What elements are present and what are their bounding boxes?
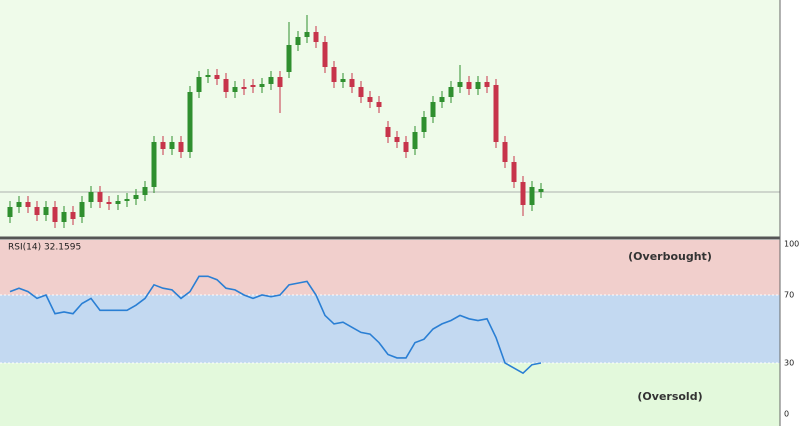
candle-body [322,42,328,67]
rsi-title: RSI(14) 32.1595 [8,243,81,253]
candle-body [16,202,22,207]
oversold-label: (Oversold) [637,390,702,403]
candle-body [223,79,229,92]
y-tick-label: 100 [784,240,799,249]
candle-body [340,79,346,82]
rsi-line [9,275,542,375]
candle-body [43,207,49,215]
candle-body [124,199,130,201]
candle-body [457,82,463,87]
candle-body [277,77,283,87]
candle-body [349,79,355,87]
candle-body [187,92,193,152]
candle-body [97,192,103,202]
candle-body [403,142,409,152]
y-tick-label: 0 [784,410,789,419]
overbought-label: (Overbought) [628,250,712,263]
candle-body [484,82,490,87]
candle-body [151,142,157,187]
candle-body [241,87,247,89]
candle-body [133,195,139,199]
candle-body [61,212,67,222]
candle-body [538,189,544,192]
candle-body [331,67,337,82]
candle-body [430,102,436,117]
plot-background [0,0,780,237]
candle-body [376,102,382,107]
candle-body [385,127,391,137]
rsi-panel: 0 30 70 100 [0,240,799,426]
candle-body [511,162,517,182]
candle-body [475,82,481,89]
candle-body [466,82,472,89]
candle-body [520,182,526,205]
candle-body [493,85,499,142]
zone-band [0,363,780,426]
candle-body [169,142,175,149]
candle-body [313,32,319,42]
candle-body [34,207,40,215]
candle-body [142,187,148,195]
candle-body [70,212,76,219]
candle-body [214,75,220,79]
candle-body [160,142,166,149]
candle-body [412,132,418,149]
candle-body [295,37,301,45]
candle-body [394,137,400,142]
candle-body [259,84,265,87]
candle-body [115,201,121,204]
candle-body [367,97,373,102]
candle-body [439,97,445,102]
candle-body [358,87,364,97]
candle-body [205,75,211,77]
candle-body [421,117,427,132]
candle-body [178,142,184,152]
candle-body [304,32,310,37]
candle-body [7,207,13,217]
candle-body [106,202,112,204]
candle-body [52,207,58,222]
candle-body [529,187,535,205]
zone-band [0,295,780,363]
zone-band [0,240,780,295]
candle-body [196,77,202,92]
y-tick-label: 70 [784,291,794,300]
y-tick-label: 30 [784,359,794,368]
candle-body [79,202,85,217]
candle-body [268,77,274,84]
price-panel [0,0,780,237]
candle-body [286,45,292,72]
candle-body [25,202,31,207]
candle-body [232,87,238,92]
candle-body [448,87,454,97]
candle-body [502,142,508,162]
candle-body [250,85,256,87]
candle-body [88,192,94,202]
